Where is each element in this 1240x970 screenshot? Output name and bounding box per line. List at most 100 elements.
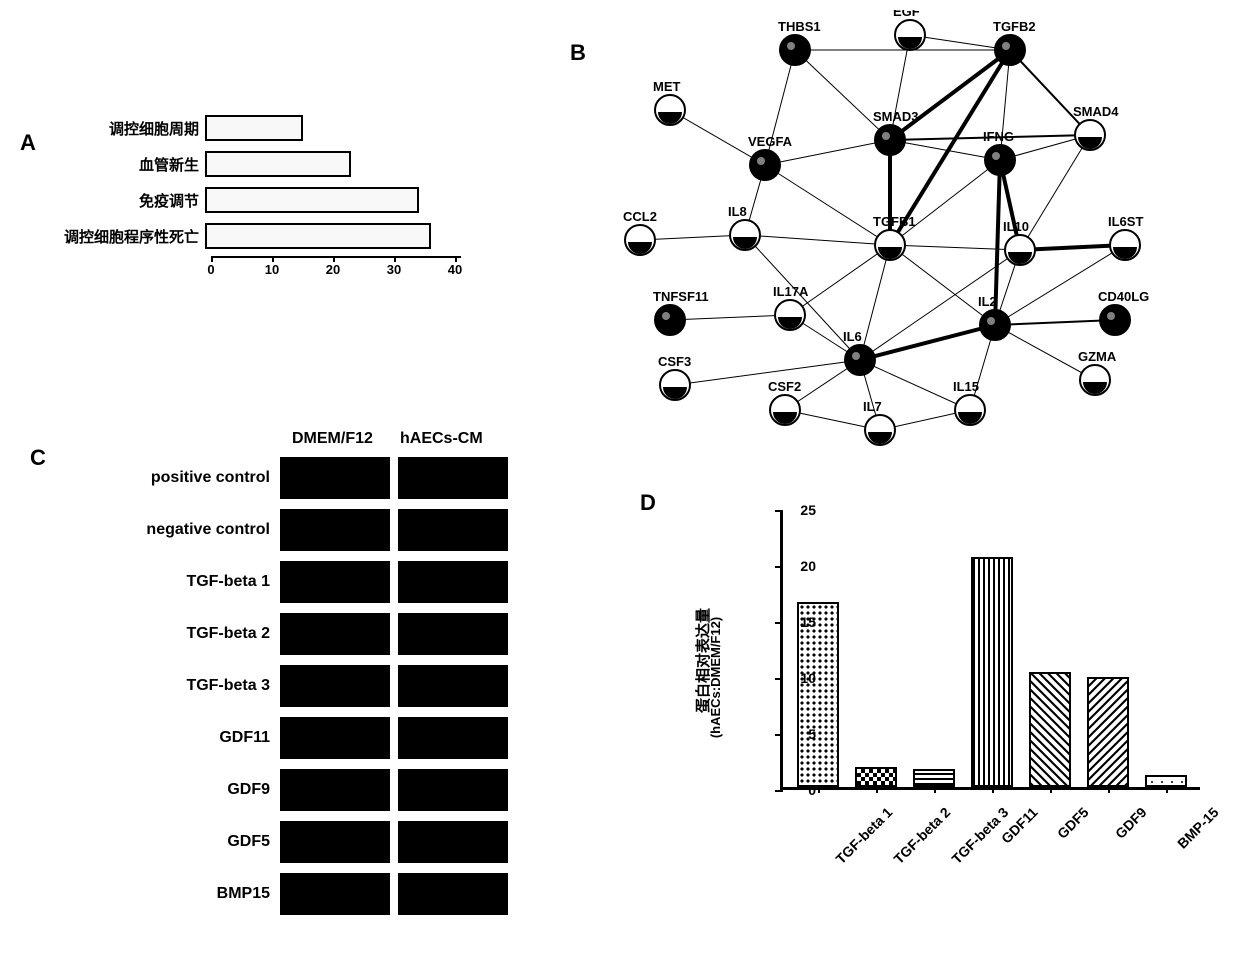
array-cell <box>280 821 390 863</box>
node-label: TGFB2 <box>993 19 1036 34</box>
array-cell <box>398 821 508 863</box>
network-node: CSF2 <box>768 379 801 425</box>
network-edge <box>790 245 890 315</box>
panel-c-label: C <box>30 445 46 471</box>
row-label: GDF11 <box>60 729 280 747</box>
node-label: TGFB1 <box>873 214 916 229</box>
row-label: negative control <box>60 521 280 539</box>
bar <box>1029 672 1071 787</box>
array-cell <box>280 717 390 759</box>
bar-row: 免疫调节 <box>55 182 475 218</box>
network-node: TGFB2 <box>993 19 1036 65</box>
network-node: CCL2 <box>623 209 657 255</box>
network-node: IL17A <box>773 284 809 330</box>
panel-c-array: DMEM/F12 hAECs-CM positive controlnegati… <box>60 430 530 930</box>
bar <box>205 223 431 249</box>
bar-label: 调控细胞程序性死亡 <box>55 226 205 247</box>
network-node: THBS1 <box>778 19 821 65</box>
bar <box>971 557 1013 787</box>
node-label: IL8 <box>728 204 747 219</box>
array-cell <box>398 717 508 759</box>
bar <box>1145 775 1187 787</box>
array-cell <box>280 509 390 551</box>
x-label: TGF-beta 1 <box>832 804 895 867</box>
node-label: IL6 <box>843 329 862 344</box>
node-label: THBS1 <box>778 19 821 34</box>
bar <box>1087 677 1129 787</box>
bar-label: 血管新生 <box>55 154 205 175</box>
network-edge <box>995 320 1115 325</box>
node-label: CD40LG <box>1098 289 1149 304</box>
node-label: IL6ST <box>1108 214 1143 229</box>
network-node: SMAD4 <box>1073 104 1119 150</box>
node-label: IL7 <box>863 399 882 414</box>
bar-row: 调控细胞程序性死亡 <box>55 218 475 254</box>
row-label: GDF5 <box>60 833 280 851</box>
network-edge <box>890 245 995 325</box>
array-cell <box>398 561 508 603</box>
network-edge <box>670 315 790 320</box>
network-node: MET <box>653 79 685 125</box>
bar-row: 血管新生 <box>55 146 475 182</box>
row-label: positive control <box>60 469 280 487</box>
y-tick: 15 <box>800 614 816 630</box>
array-row: GDF11 <box>60 714 516 762</box>
array-row: GDF5 <box>60 818 516 866</box>
array-row: positive control <box>60 454 516 502</box>
node-label: IL15 <box>953 379 979 394</box>
network-edge <box>860 325 995 360</box>
network-node: IL6 <box>843 329 875 375</box>
network-edge <box>765 165 890 245</box>
node-label: TNFSF11 <box>653 289 709 304</box>
network-node: TGFB1 <box>873 214 916 260</box>
array-cell <box>398 873 508 915</box>
node-label: IL2 <box>978 294 997 309</box>
row-label: TGF-beta 1 <box>60 573 280 591</box>
x-label: BMP-15 <box>1174 804 1222 852</box>
node-label: EGF <box>893 10 920 19</box>
bar <box>205 187 419 213</box>
bar <box>913 769 955 787</box>
row-label: GDF9 <box>60 781 280 799</box>
array-cell <box>280 613 390 655</box>
y-axis-label-2: (hAECs:DMEM/F12) <box>708 617 723 738</box>
row-label: TGF-beta 3 <box>60 677 280 695</box>
col-header-2: hAECs-CM <box>400 430 483 448</box>
network-edge <box>795 50 890 140</box>
node-label: VEGFA <box>748 134 793 149</box>
network-edge <box>1020 135 1090 250</box>
node-label: CSF2 <box>768 379 801 394</box>
row-label: BMP15 <box>60 885 280 903</box>
x-label: GDF9 <box>1112 804 1150 842</box>
network-node: TNFSF11 <box>653 289 709 335</box>
node-label: CSF3 <box>658 354 691 369</box>
array-row: GDF9 <box>60 766 516 814</box>
y-tick: 20 <box>800 558 816 574</box>
node-label: IFNG <box>983 129 1014 144</box>
panel-d-barchart: 蛋白相对表达量 (hAECs:DMEM/F12) 0510152025TGF-b… <box>680 490 1240 960</box>
bar-label: 调控细胞周期 <box>55 118 205 139</box>
array-cell <box>398 665 508 707</box>
bar <box>855 767 897 787</box>
x-tick: 0 <box>207 262 214 277</box>
array-cell <box>280 873 390 915</box>
x-label: GDF5 <box>1054 804 1092 842</box>
panel-a-barchart: 调控细胞周期血管新生免疫调节调控细胞程序性死亡 010203040 <box>55 110 475 310</box>
node-label: IL17A <box>773 284 809 299</box>
array-cell <box>398 457 508 499</box>
network-node: IL15 <box>953 379 985 425</box>
node-label: SMAD3 <box>873 109 919 124</box>
array-cell <box>280 769 390 811</box>
network-node: SMAD3 <box>873 109 919 155</box>
node-label: SMAD4 <box>1073 104 1119 119</box>
array-cell <box>398 509 508 551</box>
y-tick: 5 <box>808 726 816 742</box>
array-row: TGF-beta 2 <box>60 610 516 658</box>
bar <box>205 151 351 177</box>
array-row: TGF-beta 1 <box>60 558 516 606</box>
node-label: MET <box>653 79 681 94</box>
network-edge <box>890 160 1000 245</box>
network-node: IL2 <box>978 294 1010 340</box>
array-row: TGF-beta 3 <box>60 662 516 710</box>
network-edge <box>1010 50 1090 135</box>
